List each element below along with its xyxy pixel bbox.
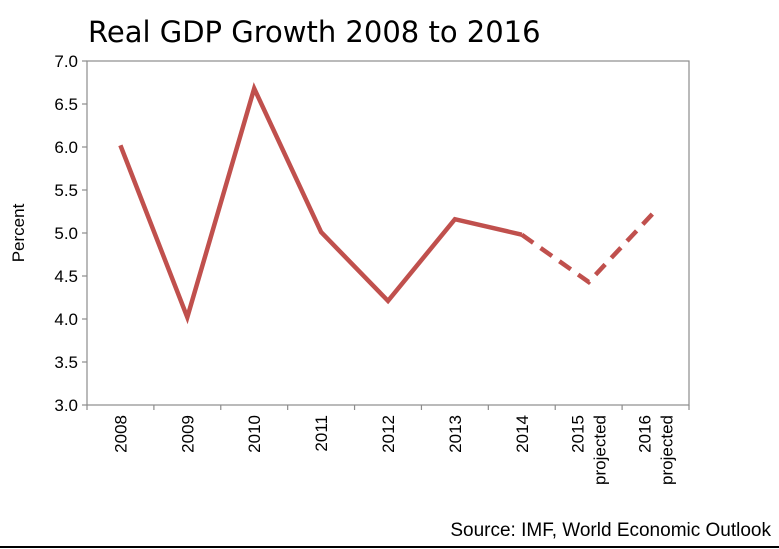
x-tick-label: 2013 bbox=[446, 415, 465, 453]
chart-title: Real GDP Growth 2008 to 2016 bbox=[88, 15, 541, 49]
y-tick-label: 6.5 bbox=[54, 95, 78, 114]
x-tick-label: 2011 bbox=[312, 415, 331, 452]
y-tick-label: 4.5 bbox=[54, 267, 78, 286]
x-tick-label: 2014 bbox=[513, 415, 532, 453]
y-axis: 3.0 3.5 4.0 4.5 5.0 5.5 6.0 6.5 7.0 bbox=[54, 52, 87, 415]
x-tick-label: 2008 bbox=[111, 415, 130, 453]
series-layer bbox=[118, 82, 658, 325]
y-tick-label: 7.0 bbox=[54, 52, 78, 71]
x-tick-label: 2016 bbox=[636, 415, 655, 453]
x-tick-label: projected bbox=[658, 415, 677, 485]
source-note: Source: IMF, World Economic Outlook bbox=[450, 520, 771, 541]
x-tick-label: projected bbox=[591, 415, 610, 485]
plot-area bbox=[86, 60, 690, 406]
x-axis: 2008 2009 2010 2011 2012 2013 2014 2015 projecte… bbox=[86, 405, 690, 485]
y-tick-label: 5.5 bbox=[54, 181, 78, 200]
x-tick-label: 2015 bbox=[569, 415, 588, 453]
y-tick-label: 3.5 bbox=[54, 353, 78, 372]
y-tick-label: 6.0 bbox=[54, 138, 78, 157]
y-axis-label: Percent bbox=[9, 203, 28, 262]
y-tick-label: 4.0 bbox=[54, 310, 78, 329]
y-tick-label: 5.0 bbox=[54, 224, 78, 243]
x-tick-label: 2010 bbox=[245, 415, 264, 453]
x-tick-label: 2009 bbox=[178, 415, 197, 453]
y-tick-label: 3.0 bbox=[54, 396, 78, 415]
x-tick-label: 2012 bbox=[379, 415, 398, 453]
